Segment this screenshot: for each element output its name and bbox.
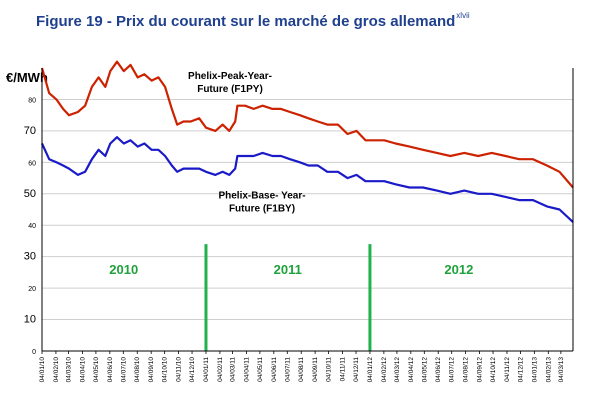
y-axis-label-group: €/MWh bbox=[6, 70, 48, 85]
x-tick-label: 04/03/11 bbox=[229, 357, 236, 382]
x-tick-label: 04/08/12 bbox=[463, 357, 470, 383]
series-label-peak: Future (F1PY) bbox=[197, 84, 263, 95]
y-tick-label: 20 bbox=[28, 286, 36, 293]
x-tick-label: 04/09/10 bbox=[148, 357, 155, 383]
y-tick-label: 60 bbox=[28, 160, 36, 167]
x-tick-label: 04/04/10 bbox=[79, 357, 86, 383]
x-tick-label: 04/12/10 bbox=[189, 357, 196, 383]
chart-title-text: Figure 19 - Prix du courant sur le march… bbox=[36, 13, 456, 30]
x-tick-label: 04/07/10 bbox=[120, 357, 127, 383]
series-label-base: Future (F1BY) bbox=[229, 203, 295, 214]
x-tick-label: 04/12/11 bbox=[353, 357, 360, 382]
series-line-peak bbox=[40, 60, 574, 189]
x-tick-label: 04/11/12 bbox=[504, 357, 511, 382]
x-tick-label: 04/10/11 bbox=[326, 357, 333, 382]
year-label: 2012 bbox=[444, 262, 473, 277]
x-tick-label: 04/06/10 bbox=[107, 357, 114, 383]
x-tick-label: 04/11/10 bbox=[176, 357, 183, 382]
y-axis-label: €/MWh bbox=[6, 70, 48, 85]
year-dividers bbox=[204, 244, 372, 351]
x-tick-label: 04/05/10 bbox=[93, 357, 100, 383]
x-tick-label: 04/04/11 bbox=[243, 357, 250, 382]
chart-title: Figure 19 - Prix du courant sur le march… bbox=[36, 11, 470, 30]
x-tick-label: 04/04/12 bbox=[408, 357, 415, 383]
y-tick-label: 30 bbox=[24, 251, 36, 263]
x-tick-label: 04/05/12 bbox=[421, 357, 428, 383]
series-lines bbox=[40, 60, 574, 223]
x-tick-label: 04/02/10 bbox=[53, 357, 60, 383]
y-tick-label: 0 bbox=[32, 349, 36, 356]
y-axis-ticks: 0 10 20 30 40 50 60 70 80 bbox=[24, 97, 36, 356]
x-tick-label: 04/09/12 bbox=[477, 357, 484, 383]
x-tick-label: 04/03/10 bbox=[66, 357, 73, 383]
y-tick-label: 70 bbox=[24, 125, 36, 137]
x-tick-label: 04/05/11 bbox=[257, 357, 264, 382]
axes bbox=[41, 68, 574, 352]
x-tick-label: 04/10/10 bbox=[162, 357, 169, 383]
x-tick-label: 04/10/12 bbox=[490, 357, 497, 383]
x-tick-label: 04/03/13 bbox=[558, 357, 565, 383]
x-tick-label: 04/09/11 bbox=[312, 357, 319, 382]
year-label: 2011 bbox=[274, 262, 302, 277]
x-tick-label: 04/11/11 bbox=[340, 357, 347, 382]
y-tick-label: 40 bbox=[28, 223, 36, 230]
y-tick-label: 50 bbox=[24, 188, 36, 200]
x-tick-label: 04/02/12 bbox=[381, 357, 388, 383]
series-line-base bbox=[41, 136, 574, 223]
x-tick-label: 04/07/12 bbox=[449, 357, 456, 383]
series-label-peak: Phelix-Peak-Year- bbox=[188, 71, 272, 82]
x-tick-label: 04/12/12 bbox=[517, 357, 524, 383]
footnote-marker: xlvii bbox=[456, 11, 470, 20]
x-tick-label: 04/01/11 bbox=[203, 357, 210, 382]
x-tick-label: 04/01/10 bbox=[39, 357, 46, 383]
y-tick-label: 10 bbox=[24, 314, 36, 326]
year-labels: 2010 2011 2012 bbox=[109, 262, 473, 277]
series-labels: Phelix-Peak-Year- Future (F1PY) Phelix-Bas… bbox=[188, 71, 306, 214]
series-label-base: Phelix-Base- Year- bbox=[218, 190, 305, 201]
x-tick-label: 04/02/13 bbox=[545, 357, 552, 383]
x-tick-label: 04/02/11 bbox=[217, 357, 224, 382]
x-axis-ticks: 04/01/10 04/02/10 04/03/10 04/04/10 04/05/10… bbox=[39, 351, 565, 382]
gridlines bbox=[42, 98, 573, 321]
x-tick-label: 04/01/12 bbox=[367, 357, 374, 383]
x-tick-label: 04/06/11 bbox=[271, 357, 278, 382]
x-tick-label: 04/01/13 bbox=[531, 357, 538, 383]
y-tick-label: 80 bbox=[28, 97, 36, 104]
x-tick-label: 04/06/12 bbox=[435, 357, 442, 383]
x-tick-label: 04/08/10 bbox=[134, 357, 141, 383]
x-tick-label: 04/08/11 bbox=[298, 357, 305, 382]
x-tick-label: 04/07/11 bbox=[284, 357, 291, 382]
x-tick-label: 04/03/12 bbox=[394, 357, 401, 383]
year-label: 2010 bbox=[109, 262, 138, 277]
